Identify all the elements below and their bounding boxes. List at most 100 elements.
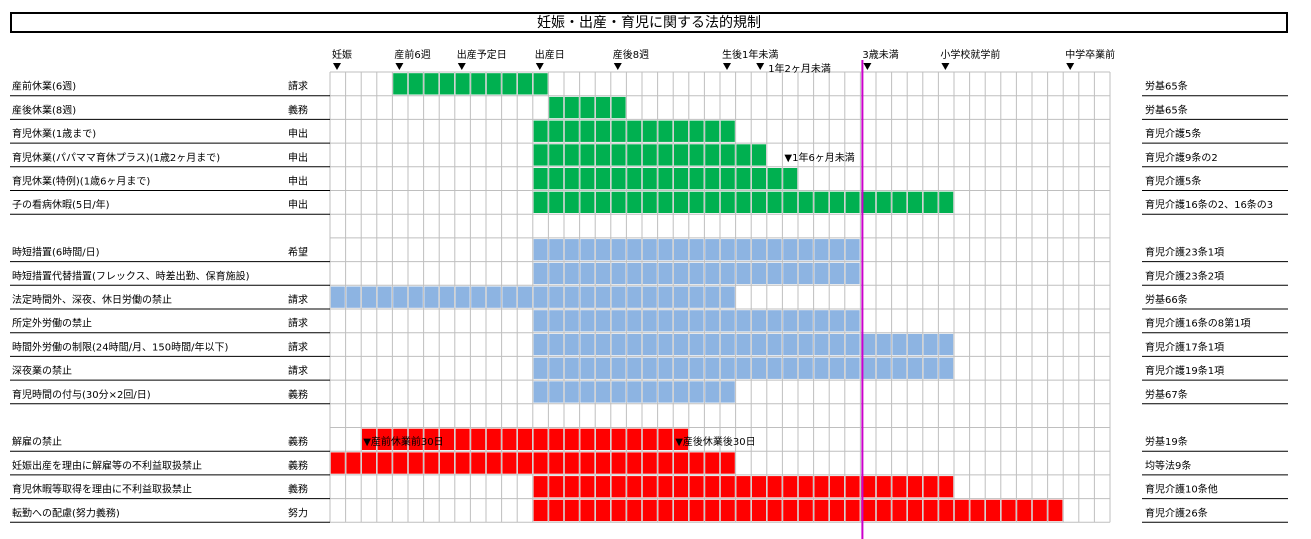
bar-cell (580, 191, 595, 213)
row-type: 義務 (288, 435, 308, 448)
bar-cell (736, 191, 751, 213)
bar-cell (720, 120, 735, 142)
bar-cell (798, 476, 813, 498)
bar-cell (814, 357, 829, 379)
milestone-label: 妊娠 (332, 48, 352, 61)
bar-cell (736, 262, 751, 285)
bar-cell (393, 73, 408, 95)
bar-cell (736, 239, 751, 261)
row-name: 時短措置(6時間/日) (12, 246, 100, 259)
bar-cell (455, 452, 470, 474)
bar-cell (658, 286, 673, 308)
bar-cell (783, 168, 798, 190)
bar-cell (611, 191, 626, 213)
chart-title: 妊娠・出産・育児に関する法的規制 (10, 12, 1288, 33)
bar-cell (705, 191, 720, 213)
bar-cell (377, 452, 392, 474)
bar-cell (767, 499, 782, 522)
bar-cell (580, 381, 595, 403)
bar-cell (845, 499, 860, 522)
bar-cell (705, 310, 720, 332)
bar-cell (658, 333, 673, 356)
bar-cell (689, 452, 704, 474)
bar-cell (393, 452, 408, 474)
bar-cell (798, 239, 813, 261)
bar-cell (486, 286, 501, 308)
bar-cell (720, 333, 735, 356)
bar-cell (440, 452, 454, 474)
bar-cell (798, 310, 813, 332)
bar-cell (627, 452, 642, 474)
bar-cell (970, 499, 985, 522)
bar-cell (674, 144, 688, 166)
bar-cell (580, 168, 595, 190)
bar-cell (627, 333, 642, 356)
milestone-arrow (333, 63, 341, 70)
bar-cell (830, 191, 844, 213)
bar-cell (876, 333, 891, 356)
bar-cell (549, 262, 564, 285)
bar-cell (752, 476, 766, 498)
bar-cell (736, 144, 751, 166)
row-name: 子の看病休暇(5日/年) (12, 198, 110, 211)
row-name: 育児休暇等取得を理由に不利益取扱禁止 (12, 483, 192, 496)
bar-cell (736, 333, 751, 356)
bar-cell (705, 144, 720, 166)
bar-cell (767, 476, 782, 498)
bar-cell (767, 239, 782, 261)
bar-cell (627, 357, 642, 379)
bar-cell (377, 428, 392, 450)
row-law: 育児介護19条1項 (1145, 364, 1224, 377)
bar-cell (720, 191, 735, 213)
bar-cell (627, 144, 642, 166)
bar-cell (705, 499, 720, 522)
bar-cell (876, 499, 891, 522)
bar-cell (736, 310, 751, 332)
bar-cell (705, 262, 720, 285)
bar-cell (689, 357, 704, 379)
row-name: 妊娠出産を理由に解雇等の不利益取扱禁止 (12, 459, 202, 472)
bar-cell (440, 428, 454, 450)
bar-cell (845, 191, 860, 213)
bar-cell (674, 452, 688, 474)
bar-cell (830, 476, 844, 498)
bar-cell (845, 262, 860, 285)
milestone-label: 産前6週 (394, 48, 430, 61)
bar-cell (471, 428, 486, 450)
bar-cell (627, 476, 642, 498)
milestone-label: 中学卒業前 (1065, 48, 1115, 61)
bar-cell (330, 452, 345, 474)
bar-cell (689, 168, 704, 190)
bar-cell (596, 381, 610, 403)
row-name: 所定外労働の禁止 (12, 317, 92, 330)
row-law: 労基19条 (1145, 435, 1188, 448)
bar-cell (642, 333, 657, 356)
bar-cell (533, 310, 548, 332)
bar-cell (939, 499, 954, 522)
bar-cell (580, 96, 595, 119)
bar-cell (674, 286, 688, 308)
bar-cell (689, 333, 704, 356)
bar-cell (658, 262, 673, 285)
row-type: 努力 (288, 506, 308, 519)
bar-cell (424, 452, 439, 474)
bar-cell (705, 381, 720, 403)
row-type: 義務 (288, 483, 308, 496)
bar-cell (658, 310, 673, 332)
bar-cell (908, 476, 922, 498)
milestone-label: 出産日 (535, 48, 565, 61)
row-type: 申出 (288, 175, 308, 188)
bar-cell (596, 96, 610, 119)
bar-cell (564, 476, 579, 498)
row-name: 産後休業(8週) (12, 103, 76, 116)
row-name: 転勤への配慮(努力義務) (12, 506, 120, 519)
bar-cell (720, 476, 735, 498)
row-type: 請求 (288, 340, 308, 353)
bar-cell (564, 333, 579, 356)
bar-cell (705, 286, 720, 308)
bar-cell (720, 357, 735, 379)
bar-cell (518, 286, 532, 308)
bar-cell (486, 73, 501, 95)
bar-cell (705, 357, 720, 379)
